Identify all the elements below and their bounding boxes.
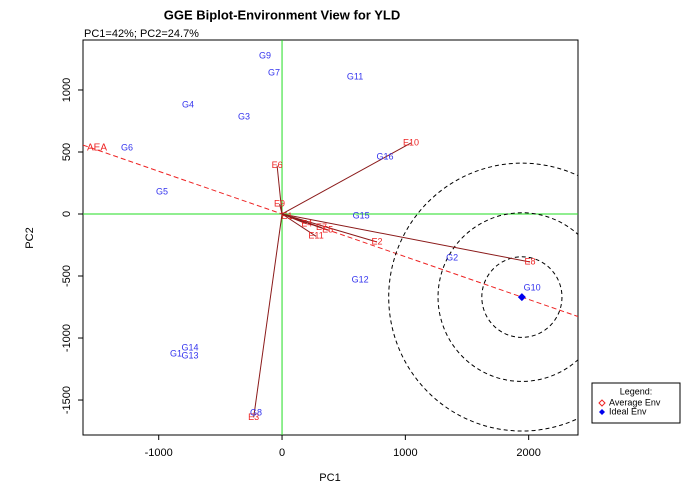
environment-label: E10 xyxy=(403,137,419,147)
environment-label: E7 xyxy=(316,222,327,232)
environment-label: E8 xyxy=(525,256,536,266)
x-tick-label: 0 xyxy=(279,447,285,459)
genotype-label: G13 xyxy=(182,350,199,360)
concentric-circle xyxy=(437,212,578,382)
x-tick-label: 2000 xyxy=(516,447,540,459)
genotype-label: G5 xyxy=(156,186,168,196)
legend-symbol xyxy=(598,399,606,407)
y-tick-label: 0 xyxy=(61,211,73,217)
genotype-label: G12 xyxy=(352,274,369,284)
legend-label: Average Env xyxy=(609,397,661,407)
chart-title: GGE Biplot-Environment View for YLD xyxy=(164,7,400,22)
environment-vector xyxy=(281,213,531,263)
genotype-label: G6 xyxy=(121,142,133,152)
environment-label: E5 xyxy=(322,224,333,234)
legend-label: Ideal Env xyxy=(609,406,647,416)
y-axis-label: PC2 xyxy=(24,227,36,248)
environment-vector xyxy=(281,213,317,237)
legend-title: Legend: xyxy=(620,386,653,396)
genotype-label: G1 xyxy=(170,348,182,358)
genotype-label: G14 xyxy=(182,342,199,352)
environment-label: E9 xyxy=(274,198,285,208)
genotype-label: G9 xyxy=(259,50,271,60)
environment-vector xyxy=(276,165,283,215)
genotype-label: G16 xyxy=(376,151,393,161)
environment-vector xyxy=(281,213,328,231)
y-tick-label: -500 xyxy=(61,265,73,287)
genotype-label: G4 xyxy=(182,99,194,109)
environment-label: E6 xyxy=(272,160,283,170)
environment-label: E2 xyxy=(371,236,382,246)
y-tick-label: 1000 xyxy=(61,78,73,102)
environment-vector xyxy=(281,213,378,243)
environment-vector xyxy=(281,142,412,215)
environment-vector xyxy=(279,203,283,215)
subtitle: PC1=42%; PC2=24.7% xyxy=(84,28,199,40)
legend-box xyxy=(591,382,681,424)
genotype-label: G3 xyxy=(238,111,250,121)
plot-frame xyxy=(82,39,579,436)
genotype-label: G7 xyxy=(268,67,280,77)
genotype-label: G11 xyxy=(347,71,363,81)
y-tick-label: 500 xyxy=(61,143,73,161)
environment-label: E4 xyxy=(301,218,312,228)
aea-line xyxy=(83,144,578,318)
genotype-label: G15 xyxy=(353,210,370,220)
genotype-label: G8 xyxy=(250,407,262,417)
genotype-label: G2 xyxy=(446,252,458,262)
y-tick-label: -1000 xyxy=(61,324,73,352)
environment-label: E3 xyxy=(248,412,259,422)
legend-symbol xyxy=(599,409,605,415)
environment-vector xyxy=(253,213,283,418)
x-tick-label: -1000 xyxy=(145,447,173,459)
genotype-label: G10 xyxy=(524,282,541,292)
aea-label: AEA xyxy=(87,143,107,154)
ideal-point xyxy=(517,293,526,302)
concentric-circle xyxy=(481,256,563,338)
x-tick-label: 1000 xyxy=(393,447,417,459)
legend: Legend: Average Env Ideal Env xyxy=(591,382,681,424)
y-tick-label: -1500 xyxy=(61,386,73,414)
x-axis-label: PC1 xyxy=(319,472,340,484)
environment-label: E11 xyxy=(308,231,323,241)
